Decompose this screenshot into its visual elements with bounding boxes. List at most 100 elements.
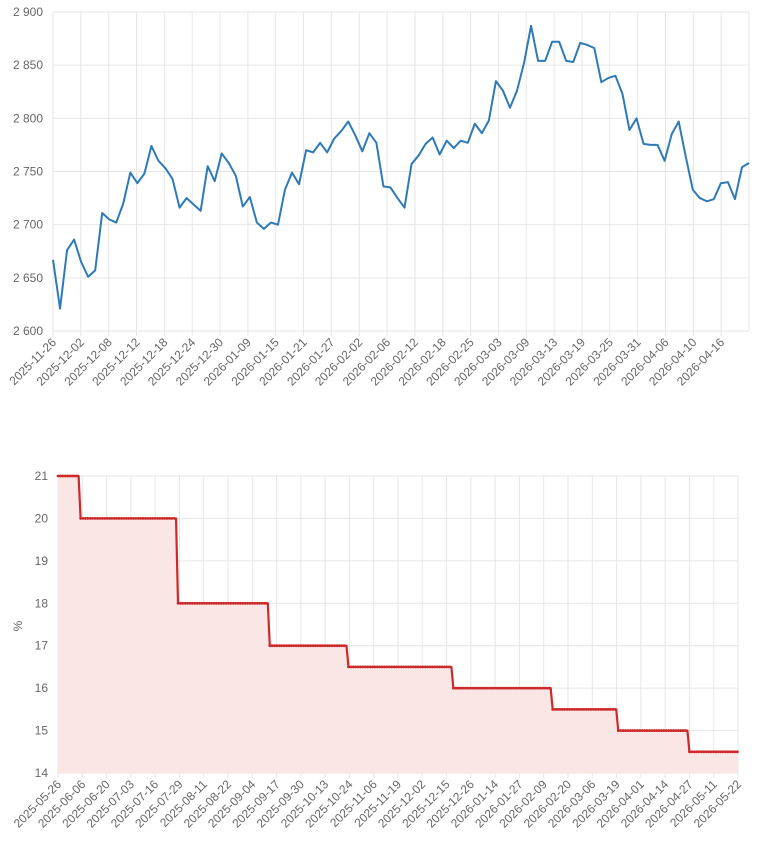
rate-point xyxy=(545,686,549,690)
rate-point xyxy=(108,517,111,520)
rate-point xyxy=(592,707,595,711)
rate-point xyxy=(68,474,72,478)
rate-point xyxy=(664,729,668,732)
rate-point xyxy=(229,601,233,605)
rate-point xyxy=(709,750,713,754)
rate-point xyxy=(156,517,159,520)
rate-point xyxy=(236,601,240,605)
rate-point xyxy=(96,517,99,520)
rate-point xyxy=(375,665,379,669)
rate-point xyxy=(443,665,446,669)
rate-point xyxy=(589,707,593,711)
bottom-y-tick-label: 21 xyxy=(35,469,49,483)
rate-point xyxy=(660,729,663,732)
rate-point xyxy=(115,517,119,520)
rate-point xyxy=(378,665,382,669)
rate-point xyxy=(490,686,494,690)
rate-point xyxy=(619,729,623,732)
rate-point xyxy=(655,729,659,732)
rate-point xyxy=(100,517,104,520)
rate-point xyxy=(674,729,678,732)
rate-point xyxy=(165,517,169,520)
rate-point xyxy=(676,729,680,732)
rate-point xyxy=(347,665,350,669)
rate-point xyxy=(495,686,498,690)
top-y-tick-label: 2 600 xyxy=(13,324,43,338)
rate-point xyxy=(297,644,301,648)
rate-point xyxy=(287,644,291,648)
rate-point xyxy=(672,729,675,732)
rate-point xyxy=(692,750,696,754)
rate-point xyxy=(239,601,242,605)
rate-point xyxy=(643,729,647,732)
rate-point xyxy=(640,729,644,732)
rate-point xyxy=(127,517,131,520)
rate-point xyxy=(263,601,266,605)
rate-point xyxy=(231,601,235,605)
rate-point xyxy=(98,517,102,520)
rate-point xyxy=(79,517,83,520)
rate-point xyxy=(255,601,259,605)
rate-point xyxy=(299,644,303,648)
rate-point xyxy=(251,601,254,605)
rate-point xyxy=(84,517,87,520)
rate-point xyxy=(596,707,600,711)
rate-point xyxy=(383,665,386,669)
rate-point xyxy=(241,601,245,605)
rate-point xyxy=(163,517,167,520)
rate-point xyxy=(426,665,430,669)
rate-point xyxy=(205,601,209,605)
rate-point xyxy=(684,729,687,732)
rate-point xyxy=(553,707,557,711)
rate-point xyxy=(338,644,341,648)
rate-point xyxy=(669,729,673,732)
bottom-y-axis-label: % xyxy=(11,620,25,631)
rate-point xyxy=(497,686,501,690)
rate-point xyxy=(285,644,289,648)
rate-point xyxy=(275,644,279,648)
rate-point xyxy=(103,517,107,520)
rate-point xyxy=(712,750,715,754)
rate-point xyxy=(335,644,339,648)
rate-point xyxy=(359,665,362,669)
rate-point xyxy=(509,686,513,690)
rate-point xyxy=(565,707,569,711)
rate-point xyxy=(702,750,706,754)
rate-point xyxy=(582,707,586,711)
rate-point xyxy=(198,601,202,605)
rate-point xyxy=(323,644,327,648)
rate-point xyxy=(265,601,269,605)
rate-point xyxy=(326,644,329,648)
rate-point xyxy=(433,665,437,669)
rate-point xyxy=(587,707,591,711)
rate-point xyxy=(340,644,344,648)
rate-point xyxy=(662,729,666,732)
rate-point xyxy=(521,686,525,690)
rate-point xyxy=(633,729,637,732)
rate-point xyxy=(304,644,308,648)
rate-point xyxy=(212,601,216,605)
rate-point xyxy=(278,644,281,648)
rate-point xyxy=(463,686,467,690)
top-y-tick-label: 2 800 xyxy=(13,111,43,125)
rate-point xyxy=(399,665,403,669)
rate-point xyxy=(61,474,65,478)
rate-point xyxy=(302,644,305,648)
rate-point xyxy=(105,517,109,520)
rate-point xyxy=(538,686,542,690)
price-line-chart: 2 600 2 650 2 700 2 750 2 800 2 850 2 900 2025… xyxy=(6,5,750,389)
bottom-y-tick-label: 18 xyxy=(35,596,49,610)
bottom-y-tick-label: 20 xyxy=(35,511,49,525)
rate-point xyxy=(721,750,725,754)
rate-point xyxy=(563,707,567,711)
top-y-tick-label: 2 900 xyxy=(13,5,43,19)
rate-point xyxy=(371,665,374,669)
rate-point xyxy=(475,686,479,690)
rate-point xyxy=(356,665,360,669)
rate-point xyxy=(599,707,603,711)
rate-point xyxy=(461,686,465,690)
rate-point xyxy=(731,750,735,754)
bottom-y-tick-label: 15 xyxy=(35,724,49,738)
rate-point xyxy=(707,750,711,754)
rate-point xyxy=(440,665,444,669)
